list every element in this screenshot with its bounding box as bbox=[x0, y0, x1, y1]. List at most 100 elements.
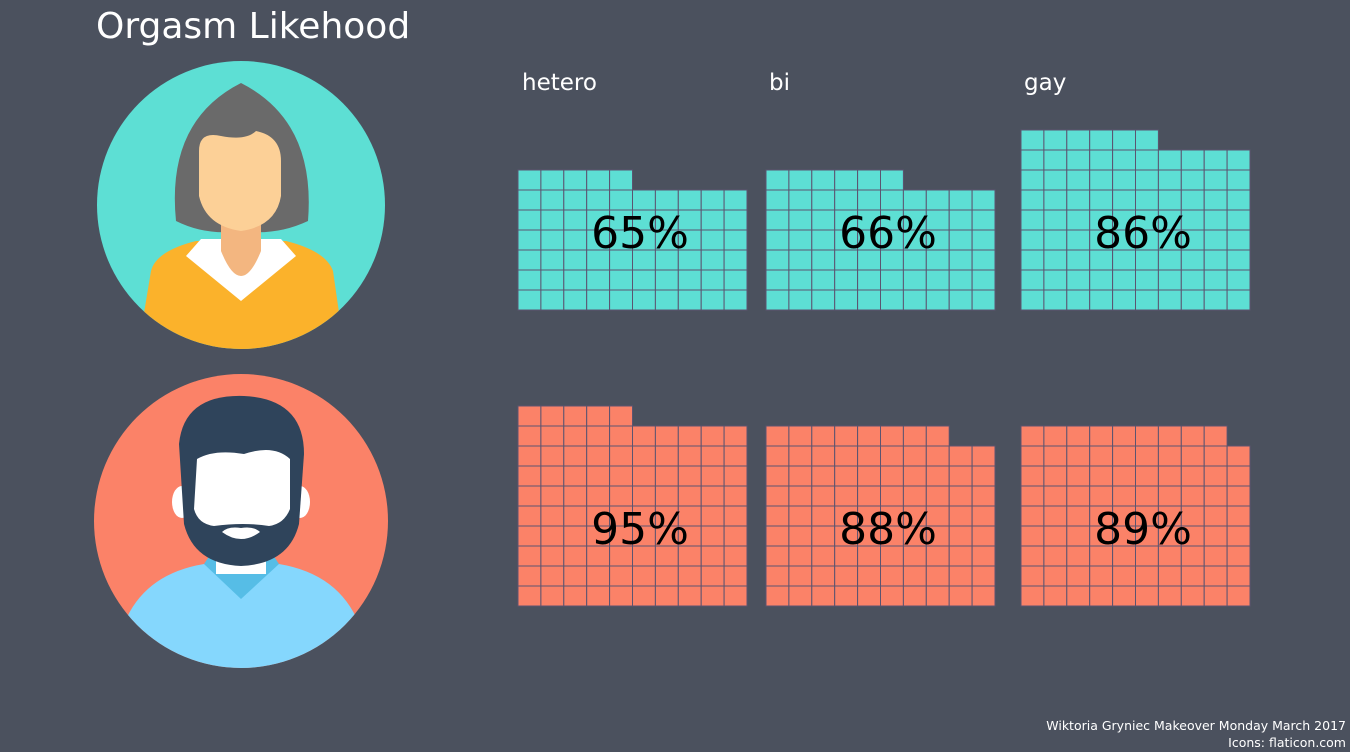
waffle-cell bbox=[540, 169, 565, 191]
category-label-bi: bi bbox=[769, 70, 790, 96]
waffle-cell bbox=[971, 229, 996, 251]
waffle-cell bbox=[1043, 149, 1068, 171]
waffle-cell bbox=[609, 169, 633, 191]
waffle-cell bbox=[1135, 445, 1159, 467]
waffle-cell bbox=[1066, 585, 1091, 607]
waffle-cell bbox=[586, 445, 611, 467]
waffle-cell bbox=[586, 405, 611, 427]
waffle-cell bbox=[1135, 585, 1159, 607]
waffle-cell bbox=[723, 545, 748, 567]
waffle-cell bbox=[765, 525, 790, 547]
waffle-cell bbox=[880, 465, 904, 487]
waffle-cell bbox=[632, 485, 656, 507]
waffle-cell bbox=[948, 189, 973, 211]
waffle-cell bbox=[811, 289, 836, 311]
waffle-cell bbox=[811, 189, 836, 211]
waffle-cell bbox=[517, 209, 542, 231]
waffle-cell bbox=[723, 189, 748, 211]
waffle-cell bbox=[834, 189, 859, 211]
waffle-cell bbox=[811, 229, 836, 251]
waffle-cell bbox=[788, 485, 813, 507]
waffle-cell bbox=[563, 269, 588, 291]
waffle-cell bbox=[1066, 269, 1091, 291]
waffle-cell bbox=[700, 209, 725, 231]
waffle-cell bbox=[1135, 149, 1159, 171]
waffle-cell bbox=[700, 485, 725, 507]
waffle-cell bbox=[586, 585, 611, 607]
waffle-cell bbox=[1180, 289, 1205, 311]
waffle-men-bi: 88% bbox=[765, 425, 996, 607]
data-label: 89% bbox=[1094, 504, 1192, 555]
data-label: 86% bbox=[1094, 208, 1192, 259]
waffle-cell bbox=[540, 229, 565, 251]
waffle-cell bbox=[857, 189, 881, 211]
waffle-cell bbox=[1157, 269, 1182, 291]
waffle-cell bbox=[971, 249, 996, 271]
waffle-cell bbox=[1089, 585, 1114, 607]
waffle-cell bbox=[517, 189, 542, 211]
waffle-cell bbox=[971, 565, 996, 587]
waffle-cell bbox=[1066, 249, 1091, 271]
waffle-cell bbox=[1135, 289, 1159, 311]
waffle-cell bbox=[1043, 209, 1068, 231]
waffle-cell bbox=[788, 209, 813, 231]
waffle-cell bbox=[765, 485, 790, 507]
waffle-cell bbox=[1043, 249, 1068, 271]
waffle-cell bbox=[1020, 209, 1045, 231]
waffle-cell bbox=[971, 209, 996, 231]
waffle-cell bbox=[1180, 485, 1205, 507]
waffle-cell bbox=[700, 465, 725, 487]
waffle-cell bbox=[1157, 169, 1182, 191]
waffle-cell bbox=[654, 465, 679, 487]
waffle-cell bbox=[1020, 169, 1045, 191]
waffle-cell bbox=[1020, 465, 1045, 487]
waffle-cell bbox=[632, 289, 656, 311]
waffle-cell bbox=[811, 585, 836, 607]
waffle-cell bbox=[1203, 169, 1228, 191]
waffle-cell bbox=[540, 545, 565, 567]
waffle-cell bbox=[654, 445, 679, 467]
waffle-cell bbox=[1020, 485, 1045, 507]
chart-title: Orgasm Likehood bbox=[96, 6, 411, 47]
waffle-cell bbox=[880, 445, 904, 467]
waffle-cell bbox=[654, 425, 679, 447]
waffle-cell bbox=[540, 209, 565, 231]
waffle-cell bbox=[902, 565, 927, 587]
waffle-cell bbox=[971, 465, 996, 487]
icons-credit-text: Icons: flaticon.com bbox=[1228, 735, 1346, 750]
waffle-cell bbox=[1020, 565, 1045, 587]
waffle-cell bbox=[1203, 545, 1228, 567]
waffle-cell bbox=[1089, 289, 1114, 311]
waffle-cell bbox=[765, 505, 790, 527]
waffle-cell bbox=[811, 485, 836, 507]
waffle-cell bbox=[1112, 289, 1136, 311]
waffle-cell bbox=[765, 545, 790, 567]
waffle-cell bbox=[654, 189, 679, 211]
waffle-cell bbox=[1203, 565, 1228, 587]
waffle-cell bbox=[765, 465, 790, 487]
waffle-cell bbox=[1226, 545, 1251, 567]
waffle-cell bbox=[765, 289, 790, 311]
waffle-cell bbox=[857, 269, 881, 291]
waffle-cell bbox=[1112, 585, 1136, 607]
waffle-cell bbox=[1112, 149, 1136, 171]
waffle-cell bbox=[1203, 425, 1228, 447]
waffle-cell bbox=[1180, 269, 1205, 291]
waffle-cell bbox=[1066, 425, 1091, 447]
woman-avatar-icon bbox=[97, 61, 385, 349]
waffle-cell bbox=[1043, 565, 1068, 587]
waffle-cell bbox=[540, 485, 565, 507]
waffle-cell bbox=[765, 169, 790, 191]
waffle-cell bbox=[902, 445, 927, 467]
waffle-cell bbox=[971, 289, 996, 311]
waffle-cell bbox=[765, 229, 790, 251]
waffle-cell bbox=[1203, 249, 1228, 271]
waffle-cell bbox=[1203, 149, 1228, 171]
waffle-cell bbox=[586, 289, 611, 311]
waffle-cell bbox=[1157, 425, 1182, 447]
waffle-cell bbox=[1157, 149, 1182, 171]
waffle-cell bbox=[1066, 289, 1091, 311]
waffle-cell bbox=[1043, 465, 1068, 487]
waffle-cell bbox=[677, 269, 702, 291]
waffle-cell bbox=[1066, 129, 1091, 151]
